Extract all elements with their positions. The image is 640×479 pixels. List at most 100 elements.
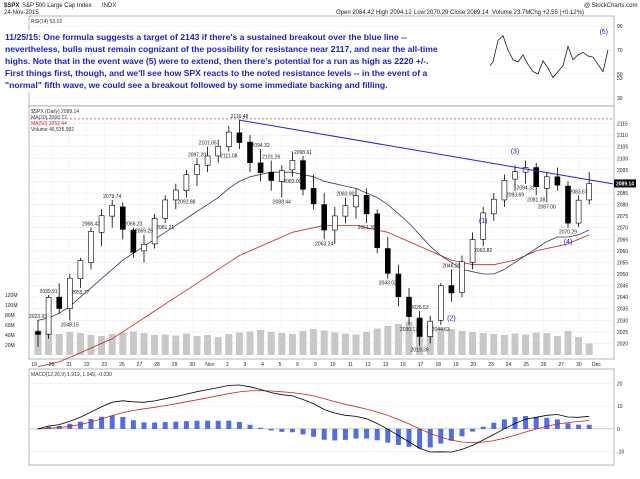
- price-annotation: 2094.32: [252, 143, 270, 149]
- price-annotation: 2055.77: [71, 290, 89, 296]
- wave-label: (1): [479, 218, 488, 225]
- open-text: Open 2084.42: [336, 10, 375, 16]
- candle-body: [501, 179, 508, 201]
- volume-bar: [267, 332, 275, 355]
- candle-body: [459, 261, 465, 293]
- volume-bar: [447, 329, 455, 355]
- wave-label: (4): [564, 239, 573, 246]
- macd-hist-bar: [438, 428, 444, 444]
- candle-body: [56, 296, 63, 309]
- price-annotation: 2094.32: [517, 186, 535, 192]
- price-annotation: 2063.24: [315, 241, 333, 247]
- macd-hist-bar: [236, 421, 242, 429]
- volume-bar: [469, 332, 477, 355]
- rsi-ticks: 30 50 70 90: [617, 24, 623, 102]
- volume-bar: [532, 332, 540, 355]
- macd-hist-bar: [374, 428, 380, 441]
- macd-hist-bar: [406, 428, 412, 447]
- blue-trendline: [239, 119, 614, 185]
- macd-hist-bar: [183, 421, 189, 429]
- price-annotation: 2068.42: [82, 222, 100, 228]
- candle-body: [247, 141, 253, 163]
- date-tick-label: 21: [66, 362, 72, 368]
- close-text: Close 2089.14: [450, 10, 489, 16]
- date-tick-label: 20: [49, 362, 55, 368]
- price-annotation: 2098.61: [294, 150, 312, 156]
- macd-hist-bar: [523, 415, 529, 429]
- x-axis-ticks: 19 20 21 22 23 26 27 28 29 30 Nov 2 3 4 5 6 9 10 11 12 13 16 1…: [31, 362, 601, 368]
- macd-hist-bar: [491, 422, 497, 429]
- volume-bar: [363, 332, 371, 355]
- macd-signal-line: [37, 390, 590, 444]
- rsi-current-value: 53: [617, 76, 623, 82]
- annotation-line-2: nevertheless, bulls must remain cognizan…: [5, 44, 438, 54]
- macd-hist-bar: [289, 428, 295, 433]
- candle-body: [575, 199, 582, 224]
- macd-tick-label: 10: [617, 404, 623, 410]
- exchange-text: INDX: [102, 3, 116, 9]
- candle-body: [586, 183, 593, 201]
- candle-body: [173, 189, 179, 201]
- price-tick-label: 2050: [617, 272, 628, 278]
- price-annotation: 2087.00: [538, 204, 556, 210]
- macd-panel: 20 10 0 -10 MACD(12,26,9) 1.919, 1.949, -0.…: [28, 368, 624, 466]
- price-annotation: 2083.90: [336, 192, 354, 198]
- price-annotation: 2081.21: [156, 225, 174, 231]
- price-annotation: 2039.91: [40, 289, 58, 295]
- macd-hist-bar: [395, 428, 401, 445]
- macd-hist-bar: [152, 422, 158, 429]
- candle-body: [543, 176, 550, 189]
- macd-yticks: 20 10 0 -10: [617, 381, 624, 455]
- candle-body: [395, 273, 402, 297]
- macd-hist-bar: [258, 427, 264, 429]
- candle-body: [406, 296, 412, 317]
- price-tick-label: 2070: [617, 226, 628, 232]
- rsi-tick-label: 50: [617, 72, 623, 78]
- change-text: Chg +2.55 (+0.12%): [530, 10, 584, 16]
- volume-bar: [55, 334, 63, 355]
- macd-hist-bar: [77, 421, 83, 429]
- price-annotation: 2046.20: [442, 263, 460, 269]
- candle-body: [98, 215, 105, 233]
- date-tick-label: 25: [523, 362, 529, 368]
- volume-bar: [310, 329, 318, 355]
- volume-bar: [235, 332, 243, 355]
- volume-bar: [553, 336, 561, 355]
- volume-bar: [45, 331, 53, 355]
- rsi-tick-label: 70: [617, 48, 623, 54]
- volume-text: Volume 23.7M: [492, 10, 530, 16]
- date-tick-label: 11: [348, 362, 353, 368]
- macd-hist-bar: [215, 420, 221, 429]
- price-tick-label: 2075: [617, 214, 628, 220]
- volume-bar: [140, 333, 148, 355]
- price-tick-label: 2095: [617, 168, 628, 174]
- price-annotation: 2083.67: [570, 189, 588, 195]
- volume-bar: [214, 337, 222, 355]
- macd-hist-bar: [565, 423, 571, 429]
- candlesticks: [35, 120, 593, 347]
- date-tick-label: 19: [31, 362, 37, 368]
- rsi-label: RSI(14) 53.02: [31, 19, 62, 25]
- candle-body: [215, 145, 221, 157]
- volume-bar: [278, 333, 286, 355]
- date-tick-label: 28: [154, 362, 160, 368]
- volume-bar: [352, 334, 360, 355]
- volume-bar: [119, 332, 127, 355]
- macd-hist-bar: [342, 428, 348, 440]
- price-annotation: 2069.25: [135, 229, 153, 235]
- macd-hist-bar: [99, 416, 105, 429]
- candle-body: [448, 285, 455, 294]
- price-annotation: 2030.17: [400, 327, 418, 333]
- price-tick-label: 2025: [617, 330, 628, 336]
- last-price-box: [614, 179, 636, 188]
- macd-hist-bar: [226, 420, 232, 429]
- candle-body: [384, 248, 391, 274]
- macd-hist-bar: [576, 424, 582, 429]
- candle-body: [226, 131, 232, 148]
- symbol-name-text: S&P 500 Large Cap Index: [22, 3, 92, 9]
- price-yticks: 2020 2025 2030 2035 2040 2045 2050 2055 2060 2065…: [617, 122, 628, 348]
- candle-body: [35, 331, 41, 335]
- macd-line: [37, 384, 590, 453]
- price-annotation: 2093.69: [506, 193, 524, 199]
- macd-hist-bar: [353, 428, 359, 439]
